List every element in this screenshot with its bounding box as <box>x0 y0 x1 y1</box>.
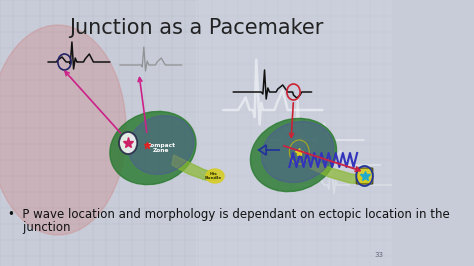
FancyBboxPatch shape <box>356 168 373 184</box>
Ellipse shape <box>128 116 194 174</box>
Bar <box>196 0 392 266</box>
Text: junction: junction <box>8 221 71 234</box>
Ellipse shape <box>250 118 337 192</box>
Ellipse shape <box>110 111 196 185</box>
Ellipse shape <box>0 25 126 235</box>
Text: Junction as a Pacemaker: Junction as a Pacemaker <box>69 18 323 38</box>
Text: Compact
Zone: Compact Zone <box>147 143 176 153</box>
Text: 33: 33 <box>374 252 383 258</box>
Ellipse shape <box>262 122 334 182</box>
Ellipse shape <box>206 169 224 183</box>
Polygon shape <box>310 160 368 184</box>
Polygon shape <box>172 155 217 180</box>
Circle shape <box>119 132 137 154</box>
Text: His
Bundle: His Bundle <box>205 172 222 180</box>
Text: •  P wave location and morphology is dependant on ectopic location in the: • P wave location and morphology is depe… <box>8 208 450 221</box>
